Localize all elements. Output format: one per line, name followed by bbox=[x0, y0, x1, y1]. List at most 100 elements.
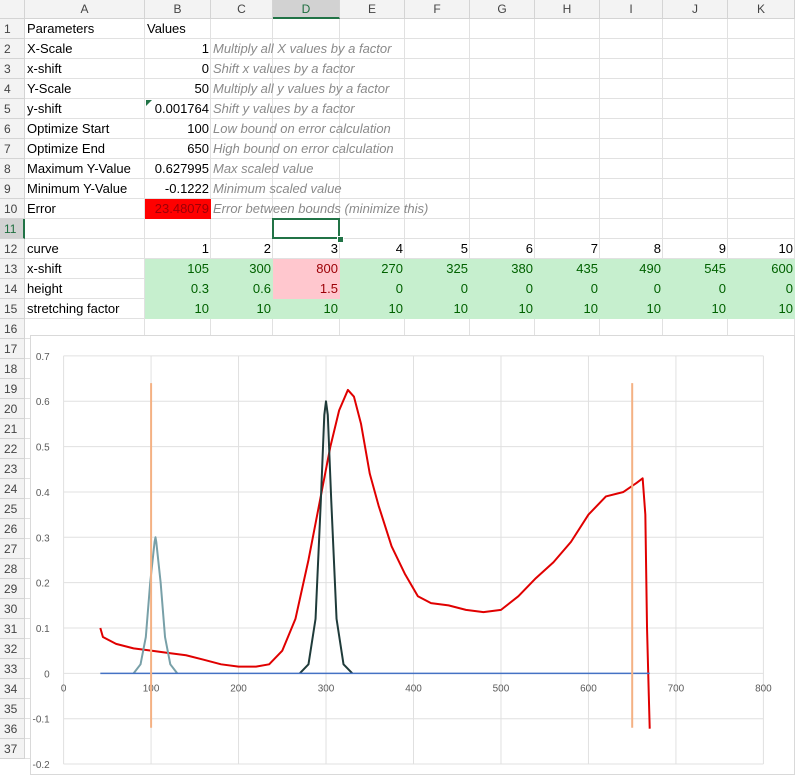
curve-value[interactable]: 600 bbox=[728, 259, 795, 279]
curve-number[interactable]: 1 bbox=[201, 241, 209, 256]
param-comment[interactable]: High bound on error calculation bbox=[213, 141, 394, 156]
curve-value[interactable]: 0 bbox=[728, 279, 795, 299]
curve-value[interactable]: 270 bbox=[340, 259, 405, 279]
curve-number[interactable]: 8 bbox=[653, 241, 661, 256]
param-comment[interactable]: Multiply all y values by a factor bbox=[213, 81, 390, 96]
curve-param-label[interactable]: height bbox=[27, 281, 63, 296]
curve-value[interactable]: 0 bbox=[470, 279, 535, 299]
curve-number[interactable]: 5 bbox=[460, 241, 468, 256]
param-comment[interactable]: Shift x values by a factor bbox=[213, 61, 355, 76]
row-header-24[interactable]: 24 bbox=[0, 479, 25, 499]
row-header-25[interactable]: 25 bbox=[0, 499, 25, 519]
row-header-28[interactable]: 28 bbox=[0, 559, 25, 579]
param-name[interactable]: x-shift bbox=[27, 61, 62, 76]
curve-value[interactable]: 10 bbox=[211, 299, 273, 319]
row-header-11[interactable]: 11 bbox=[0, 219, 25, 239]
column-header-f[interactable]: F bbox=[405, 0, 470, 19]
curve-value[interactable]: 300 bbox=[211, 259, 273, 279]
row-header-29[interactable]: 29 bbox=[0, 579, 25, 599]
param-value[interactable]: 0 bbox=[201, 61, 209, 76]
curve-value[interactable]: 0.3 bbox=[145, 279, 211, 299]
curve-value[interactable]: 1.5 bbox=[273, 279, 340, 299]
param-comment[interactable]: Minimum scaled value bbox=[213, 181, 342, 196]
column-header-a[interactable]: A bbox=[25, 0, 145, 19]
row-header-14[interactable]: 14 bbox=[0, 279, 25, 299]
param-comment[interactable]: Low bound on error calculation bbox=[213, 121, 391, 136]
param-name[interactable]: Minimum Y-Value bbox=[27, 181, 128, 196]
curve-value[interactable]: 380 bbox=[470, 259, 535, 279]
curve-value[interactable]: 10 bbox=[663, 299, 728, 319]
row-header-18[interactable]: 18 bbox=[0, 359, 25, 379]
curve-value[interactable]: 0.6 bbox=[211, 279, 273, 299]
row-header-20[interactable]: 20 bbox=[0, 399, 25, 419]
curve-param-label[interactable]: stretching factor bbox=[27, 301, 120, 316]
column-header-i[interactable]: I bbox=[600, 0, 663, 19]
param-name[interactable]: y-shift bbox=[27, 101, 62, 116]
row-header-17[interactable]: 17 bbox=[0, 339, 25, 359]
curve-value[interactable]: 0 bbox=[663, 279, 728, 299]
cell-a1-header[interactable]: Parameters bbox=[27, 21, 95, 36]
curve-value[interactable]: 0 bbox=[405, 279, 470, 299]
row-header-13[interactable]: 13 bbox=[0, 259, 25, 279]
column-header-h[interactable]: H bbox=[535, 0, 600, 19]
row-header-32[interactable]: 32 bbox=[0, 639, 25, 659]
curve-value[interactable]: 10 bbox=[600, 299, 663, 319]
curve-value[interactable]: 10 bbox=[340, 299, 405, 319]
curve-value[interactable]: 105 bbox=[145, 259, 211, 279]
param-value[interactable]: 23.48079 bbox=[145, 199, 211, 219]
row-header-36[interactable]: 36 bbox=[0, 719, 25, 739]
param-comment[interactable]: Max scaled value bbox=[213, 161, 314, 176]
curve-value[interactable]: 10 bbox=[145, 299, 211, 319]
row-header-4[interactable]: 4 bbox=[0, 79, 25, 99]
selected-cell-d11[interactable] bbox=[272, 218, 340, 239]
curve-number[interactable]: 6 bbox=[525, 241, 533, 256]
column-header-c[interactable]: C bbox=[211, 0, 273, 19]
param-comment[interactable]: Shift y values by a factor bbox=[213, 101, 355, 116]
param-value[interactable]: -0.1222 bbox=[164, 181, 209, 196]
column-header-b[interactable]: B bbox=[145, 0, 211, 19]
curve-value[interactable]: 490 bbox=[600, 259, 663, 279]
param-value[interactable]: 50 bbox=[194, 81, 209, 96]
param-name[interactable]: Y-Scale bbox=[27, 81, 72, 96]
curve-value[interactable]: 435 bbox=[535, 259, 600, 279]
row-header-15[interactable]: 15 bbox=[0, 299, 25, 319]
curve-value[interactable]: 10 bbox=[405, 299, 470, 319]
curve-value[interactable]: 0 bbox=[535, 279, 600, 299]
row-header-1[interactable]: 1 bbox=[0, 19, 25, 39]
row-header-8[interactable]: 8 bbox=[0, 159, 25, 179]
column-header-e[interactable]: E bbox=[340, 0, 405, 19]
curve-number[interactable]: 4 bbox=[395, 241, 403, 256]
row-header-2[interactable]: 2 bbox=[0, 39, 25, 59]
param-name[interactable]: X-Scale bbox=[27, 41, 73, 56]
column-header-k[interactable]: K bbox=[728, 0, 795, 19]
cell-b1-header[interactable]: Values bbox=[147, 21, 186, 36]
curve-number[interactable]: 3 bbox=[330, 241, 338, 256]
row-header-9[interactable]: 9 bbox=[0, 179, 25, 199]
column-header-j[interactable]: J bbox=[663, 0, 728, 19]
param-name[interactable]: Maximum Y-Value bbox=[27, 161, 131, 176]
column-header-g[interactable]: G bbox=[470, 0, 535, 19]
curve-number[interactable]: 2 bbox=[263, 241, 271, 256]
row-header-12[interactable]: 12 bbox=[0, 239, 25, 259]
row-header-6[interactable]: 6 bbox=[0, 119, 25, 139]
row-header-5[interactable]: 5 bbox=[0, 99, 25, 119]
param-name[interactable]: Optimize End bbox=[27, 141, 106, 156]
curve-param-label[interactable]: x-shift bbox=[27, 261, 62, 276]
curve-number[interactable]: 10 bbox=[778, 241, 793, 256]
line-chart[interactable]: 0 100 200 300 400 500 600 700 8000.70.60.50.40.3… bbox=[30, 335, 795, 775]
curve-value[interactable]: 800 bbox=[273, 259, 340, 279]
row-header-34[interactable]: 34 bbox=[0, 679, 25, 699]
row-header-16[interactable]: 16 bbox=[0, 319, 25, 339]
row-header-3[interactable]: 3 bbox=[0, 59, 25, 79]
curve-number[interactable]: 7 bbox=[590, 241, 598, 256]
row-header-7[interactable]: 7 bbox=[0, 139, 25, 159]
row-header-35[interactable]: 35 bbox=[0, 699, 25, 719]
row-header-21[interactable]: 21 bbox=[0, 419, 25, 439]
curve-value[interactable]: 0 bbox=[600, 279, 663, 299]
param-value[interactable]: 1 bbox=[201, 41, 209, 56]
curve-value[interactable]: 10 bbox=[273, 299, 340, 319]
param-value[interactable]: 0.001764 bbox=[154, 101, 209, 116]
row-header-30[interactable]: 30 bbox=[0, 599, 25, 619]
row-header-23[interactable]: 23 bbox=[0, 459, 25, 479]
curve-value[interactable]: 10 bbox=[728, 299, 795, 319]
